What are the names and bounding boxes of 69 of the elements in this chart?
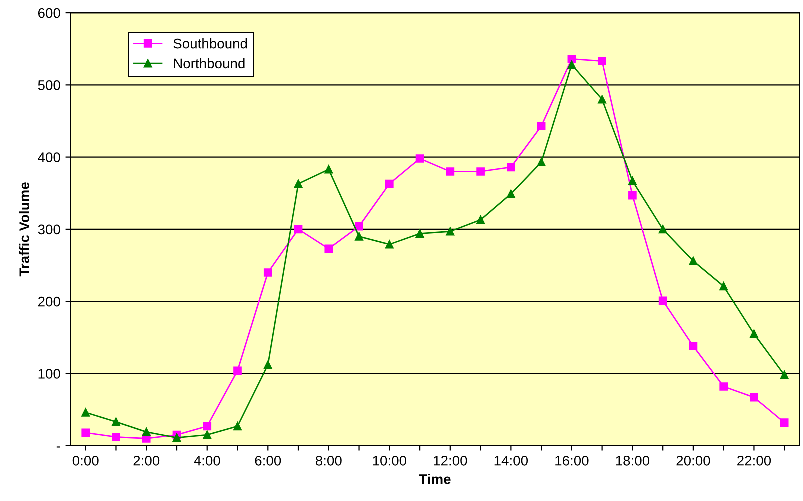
point [750,330,758,338]
point [628,191,637,200]
y-tick-label: 600 [38,8,60,18]
y-axis-title: Traffic Volume [19,182,30,277]
point [112,418,120,426]
legend-label: Southbound [174,38,248,49]
x-tick-label: 2:00 [134,456,160,466]
point [628,176,637,186]
point [82,428,90,438]
point [142,428,151,436]
point [385,180,394,188]
point [780,418,789,427]
point [476,216,485,224]
x-axis-title: Time [419,474,451,484]
point [355,222,364,231]
point [568,55,576,64]
point [720,282,728,291]
point [476,168,485,176]
legend-label: Northbound [174,58,245,69]
point [385,240,394,249]
point [264,360,272,370]
point [720,382,728,391]
point [234,422,242,431]
point [324,244,334,254]
point [598,95,606,104]
point [446,168,455,176]
point [598,57,606,66]
x-tick-label: 16:00 [556,456,589,466]
point [658,296,668,306]
point [750,393,758,402]
point [689,257,698,266]
y-tick-label: 200 [38,296,60,307]
point [172,434,182,442]
point [203,422,212,431]
y-tick-label: 100 [38,369,60,379]
x-tick-label: 14:00 [494,456,528,466]
point [203,430,212,440]
point [355,232,364,241]
point [446,227,455,236]
x-tick-label: 0:00 [72,456,99,466]
x-tick-label: 20:00 [676,456,710,466]
y-tick-label: - [56,446,60,448]
point [537,158,546,167]
point [112,433,120,442]
point [537,122,546,130]
point [780,371,789,380]
x-tick-label: 6:00 [255,456,282,466]
point [294,225,303,234]
point [234,366,242,376]
y-tick-label: 500 [38,80,60,90]
x-tick-label: 10:00 [373,456,406,466]
point [264,268,272,277]
x-tick-label: 18:00 [616,456,650,466]
point [324,165,334,174]
point [416,154,424,163]
y-tick-label: 400 [38,152,60,162]
y-tick-label: 300 [38,224,60,235]
x-tick-label: 22:00 [738,456,772,466]
point [294,180,303,188]
point [82,408,90,417]
point [507,163,516,172]
point [658,225,668,234]
x-tick-label: 4:00 [194,456,220,466]
x-tick-label: 8:00 [316,456,342,466]
point [689,342,698,350]
x-tick-label: 12:00 [434,456,468,466]
point [568,60,576,70]
point [507,190,516,198]
point [416,230,424,238]
